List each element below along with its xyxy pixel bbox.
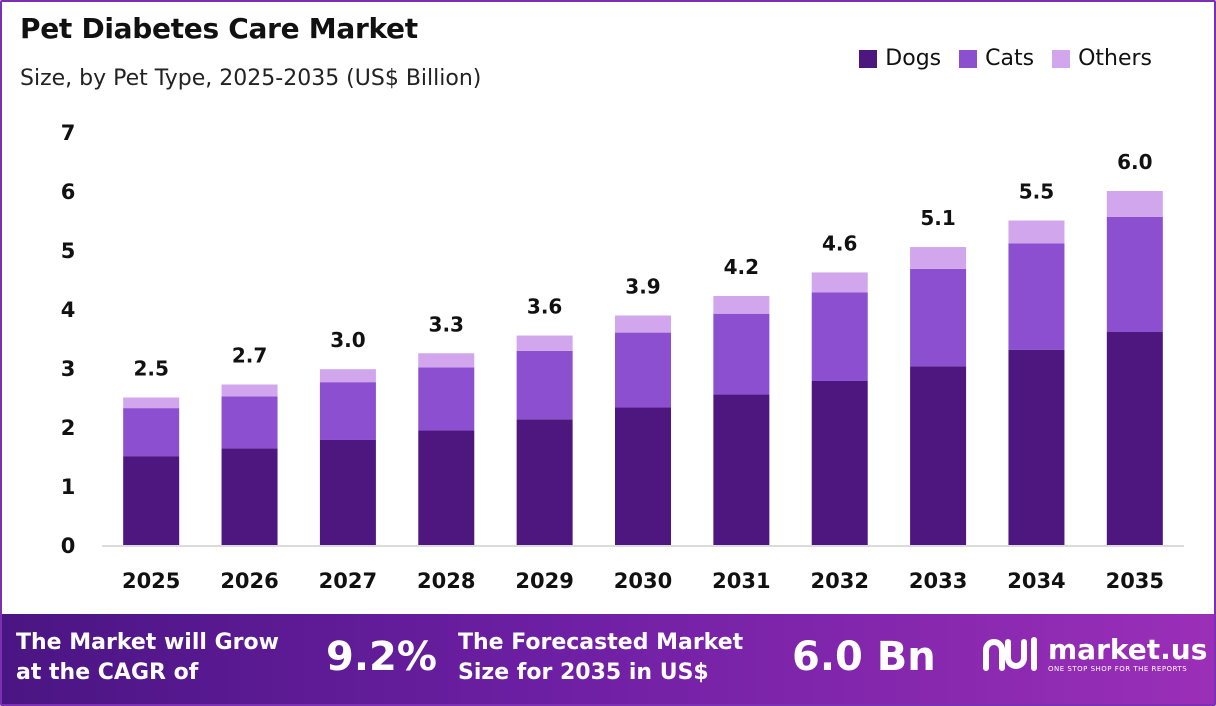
bar-cats-2034: [1008, 243, 1065, 350]
bar-dogs-2025: [123, 456, 180, 545]
logo-name: market.us: [1048, 633, 1208, 666]
bar-others-2030: [615, 315, 671, 333]
cagr-label: The Market will Grow at the CAGR of: [16, 630, 279, 685]
market-us-logo-icon: [983, 637, 1037, 671]
bar-others-2034: [1008, 220, 1065, 244]
bar-dogs-2033: [910, 366, 967, 545]
bar-total-label: 2.7: [232, 344, 267, 368]
bar-cats-2030: [615, 332, 671, 408]
bar-total-label: 5.5: [1019, 180, 1054, 204]
logo-tagline: ONE STOP SHOP FOR THE REPORTS: [1048, 665, 1188, 673]
legend-label-dogs: Dogs: [885, 46, 942, 71]
legend-swatch-cats: [959, 49, 978, 68]
bar-dogs-2034: [1008, 349, 1065, 545]
bar-dogs-2035: [1106, 332, 1163, 545]
bar-others-2033: [910, 247, 967, 269]
legend-swatch-others: [1052, 49, 1071, 68]
x-tick-label: 2028: [417, 569, 475, 593]
x-tick-label: 2033: [909, 569, 967, 593]
y-tick-label: 7: [61, 121, 76, 145]
x-tick-label: 2032: [811, 569, 869, 593]
bar-cats-2027: [319, 382, 376, 440]
bar-cats-2029: [516, 350, 573, 420]
legend-item-cats: Cats: [959, 46, 1034, 71]
bar-dogs-2029: [516, 419, 573, 545]
bar-cats-2033: [910, 268, 967, 367]
bar-total-label: 3.0: [330, 328, 365, 352]
bar-dogs-2027: [319, 439, 376, 545]
chart-subtitle: Size, by Pet Type, 2025-2035 (US$ Billio…: [20, 66, 482, 91]
bar-cats-2035: [1106, 216, 1163, 333]
y-tick-label: 5: [61, 239, 76, 263]
bar-total-label: 2.5: [133, 357, 168, 381]
y-tick-label: 3: [61, 357, 76, 381]
bar-total-label: 3.6: [527, 295, 562, 319]
legend-item-others: Others: [1052, 46, 1152, 71]
bar-dogs-2032: [811, 380, 868, 545]
bar-total-label: 3.3: [429, 312, 464, 336]
bar-cats-2026: [221, 396, 278, 449]
bar-total-label: 5.1: [920, 206, 955, 230]
x-tick-label: 2027: [319, 569, 377, 593]
x-tick-label: 2035: [1106, 569, 1164, 593]
y-tick-label: 4: [61, 298, 76, 322]
x-tick-label: 2029: [515, 569, 573, 593]
bar-dogs-2028: [418, 430, 475, 545]
chart-title: Pet Diabetes Care Market: [20, 12, 418, 45]
bar-others-2029: [516, 335, 573, 351]
legend-swatch-dogs: [859, 49, 878, 68]
bar-chart: 0 1 2 3 4 5 6 7 2.5 2025 2.7 2026 3.0 2027 3.3 2028 3.6 2…: [61, 121, 1184, 593]
bar-total-label: 3.9: [625, 274, 660, 298]
bar-others-2025: [123, 397, 180, 409]
x-tick-label: 2030: [614, 569, 672, 593]
forecast-value: 6.0 Bn: [792, 634, 936, 680]
cagr-value: 9.2%: [326, 634, 437, 680]
legend-label-others: Others: [1078, 46, 1152, 71]
forecast-label: The Forecasted Market Size for 2035 in U…: [458, 630, 744, 685]
bar-others-2026: [221, 384, 278, 397]
bar-others-2028: [418, 353, 475, 368]
x-tick-label: 2031: [712, 569, 770, 593]
y-tick-label: 6: [61, 180, 76, 204]
bar-cats-2028: [418, 367, 475, 431]
x-tick-label: 2025: [122, 569, 180, 593]
bar-cats-2031: [713, 313, 770, 395]
bar-dogs-2031: [713, 394, 770, 545]
bar-others-2032: [811, 272, 868, 293]
bar-others-2031: [713, 296, 770, 314]
bar-cats-2025: [123, 408, 180, 457]
summary-banner: The Market will Grow at the CAGR of 9.2%…: [2, 614, 1214, 704]
y-tick-label: 0: [61, 534, 76, 558]
bar-total-label: 4.2: [724, 255, 759, 279]
x-tick-label: 2026: [220, 569, 278, 593]
legend-label-cats: Cats: [985, 46, 1035, 71]
y-tick-label: 1: [61, 475, 76, 499]
x-tick-label: 2034: [1007, 569, 1065, 593]
legend-item-dogs: Dogs: [859, 46, 941, 71]
bar-dogs-2026: [221, 448, 278, 545]
bar-total-label: 4.6: [822, 231, 857, 255]
chart-legend: Dogs Cats Others: [859, 46, 1152, 71]
bar-total-label: 6.0: [1117, 150, 1152, 174]
logo: market.us ONE STOP SHOP FOR THE REPORTS: [982, 634, 1207, 674]
bar-dogs-2030: [615, 407, 671, 545]
y-tick-label: 2: [61, 416, 76, 440]
bar-others-2035: [1106, 191, 1163, 217]
bar-others-2027: [319, 369, 376, 383]
bar-cats-2032: [811, 292, 868, 381]
